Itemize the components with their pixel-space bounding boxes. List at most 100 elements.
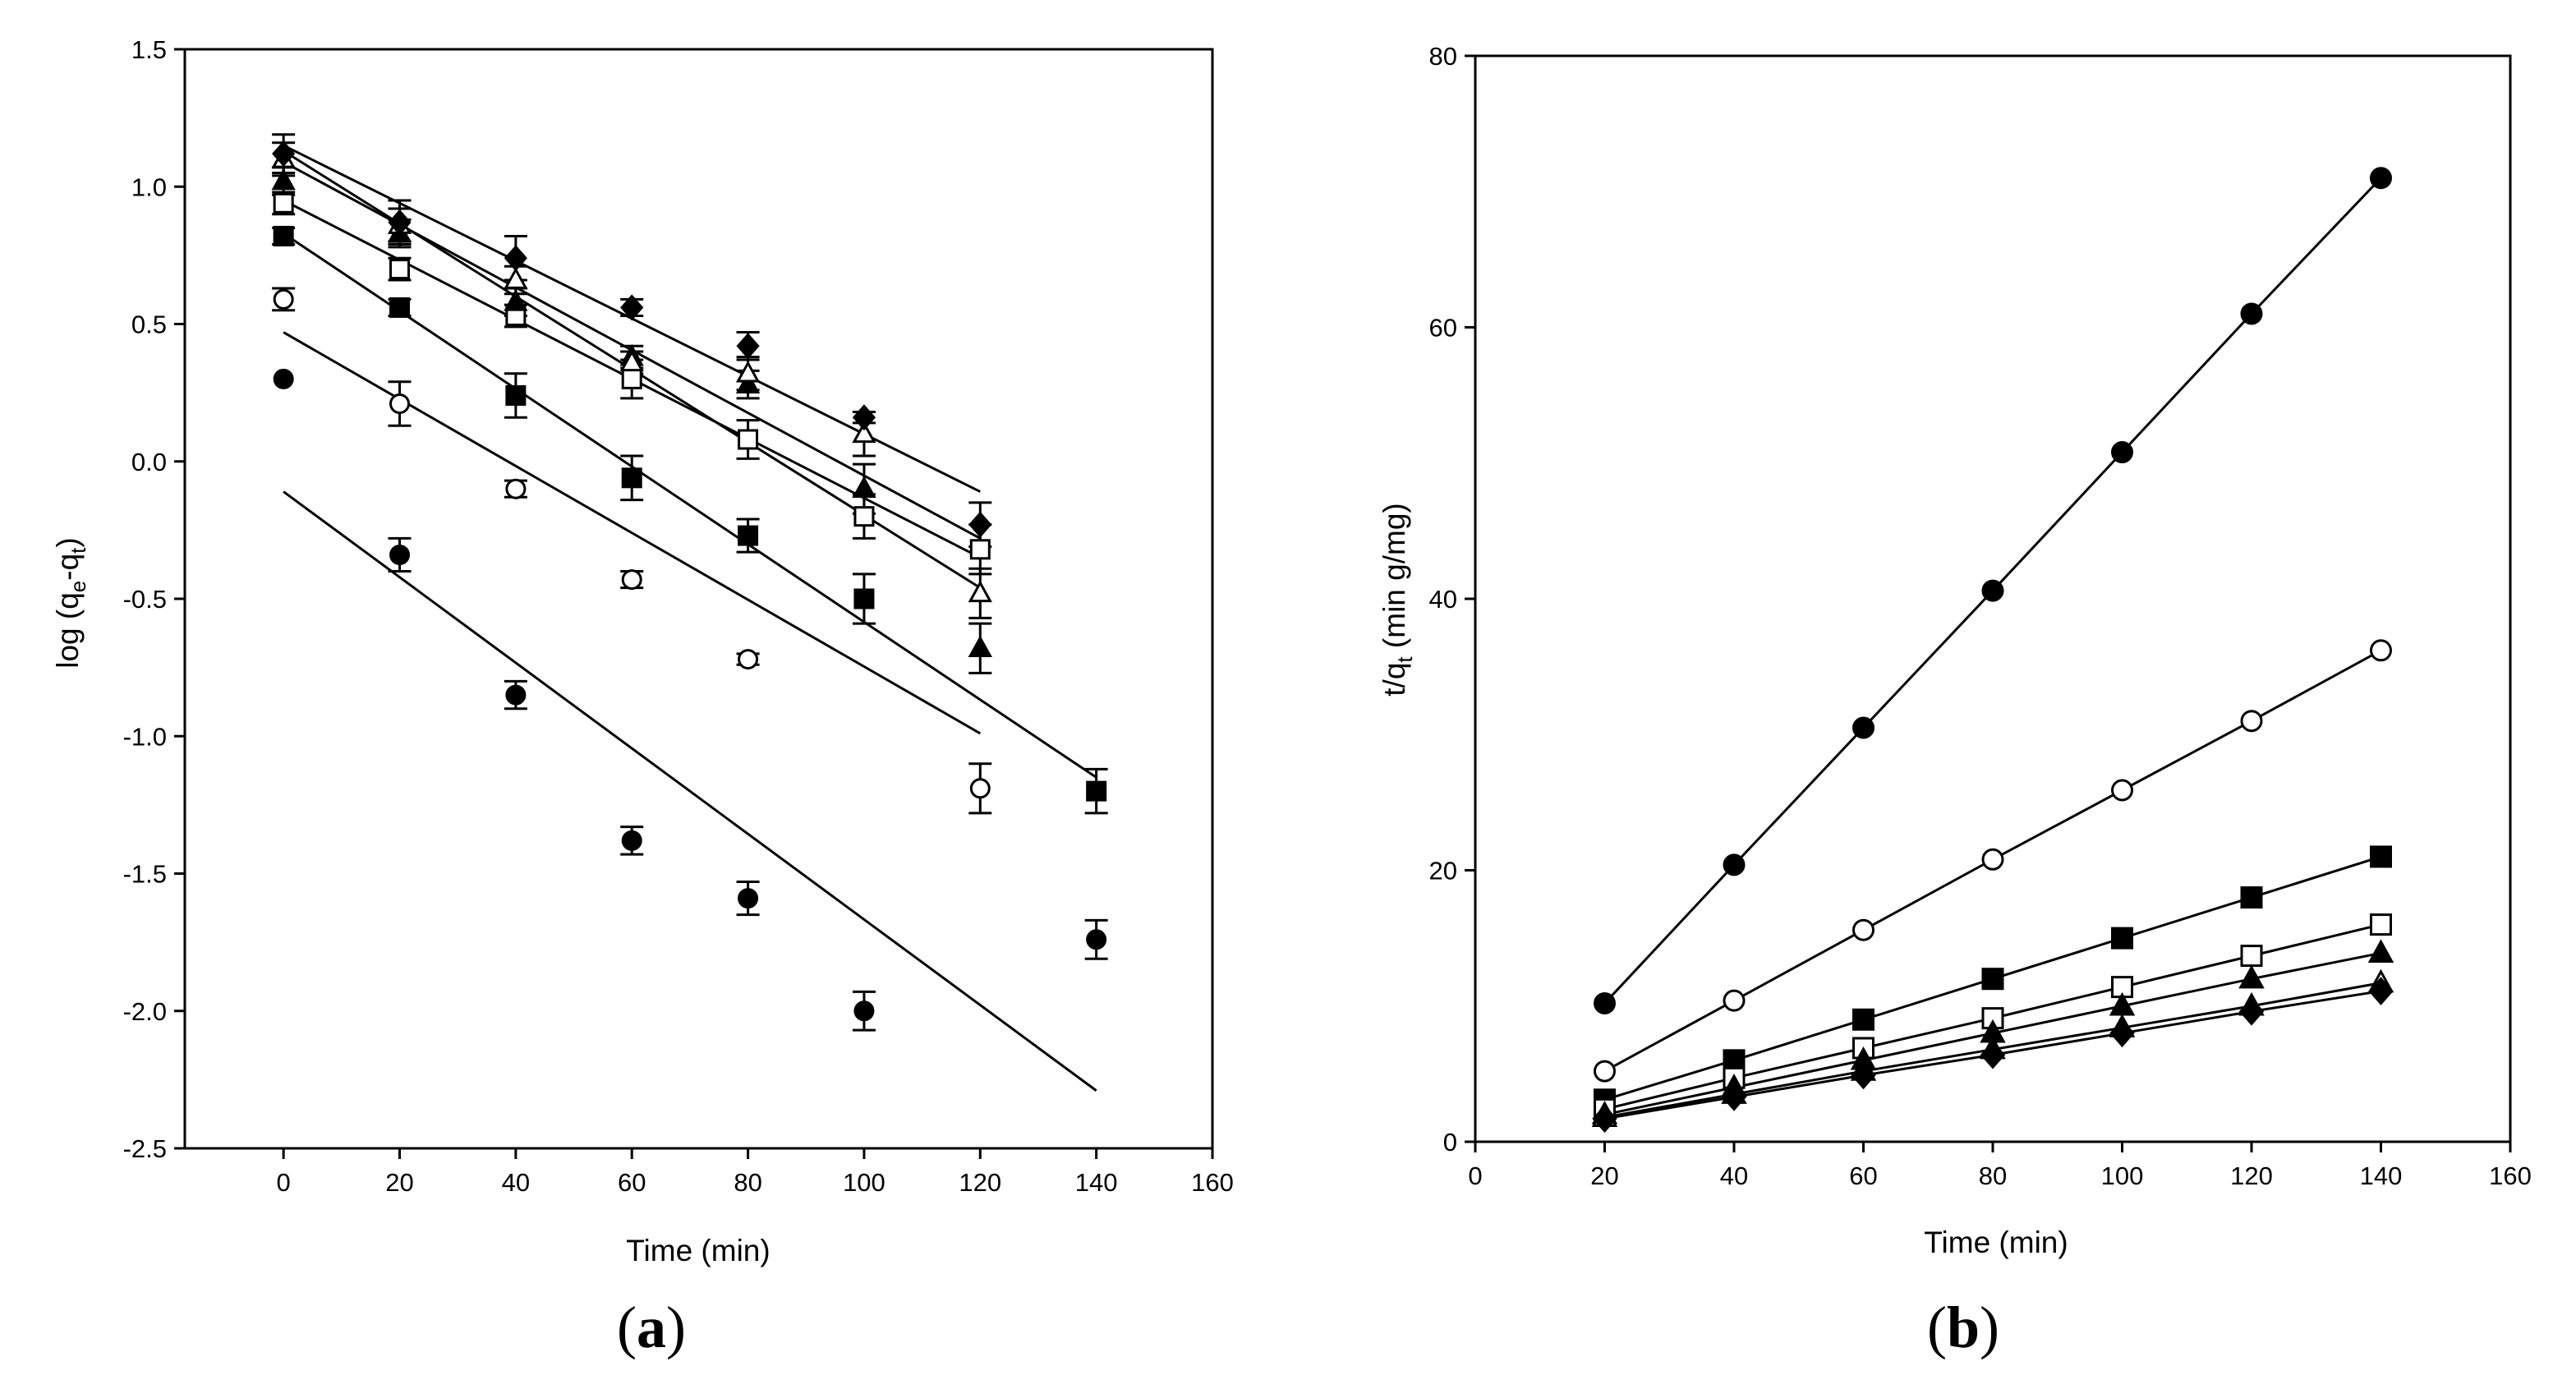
data-point-filled-circle	[1723, 853, 1746, 876]
data-point-filled-diamond	[2109, 1019, 2135, 1048]
data-point-filled-triangle	[271, 168, 296, 191]
y-tick-label: 1.5	[131, 35, 167, 64]
fit-line-filled-square	[283, 232, 1097, 779]
data-point-filled-circle	[1594, 991, 1616, 1014]
panel-a-y-axis-title: log (qe-qt)	[51, 537, 90, 669]
data-point-filled-square	[853, 588, 875, 609]
data-point-open-circle	[273, 288, 294, 310]
data-point-filled-square	[2111, 927, 2133, 950]
data-point-open-circle	[505, 478, 527, 499]
data-point-filled-diamond	[1592, 1104, 1617, 1134]
x-tick-label: 0	[1468, 1161, 1482, 1190]
data-point-filled-diamond	[968, 511, 992, 538]
data-point-open-triangle	[619, 349, 644, 372]
data-point-filled-circle	[1086, 929, 1107, 950]
data-point-open-square	[389, 259, 411, 280]
data-point-filled-diamond	[504, 245, 527, 272]
data-point-filled-square	[1981, 968, 2004, 991]
data-point-filled-diamond	[1721, 1083, 1747, 1111]
panel-a-chart: 0 20 40 60 80 100 120 140 160 -2.5 -2.0 -1.5 -1.0 -0.…	[51, 35, 1234, 1360]
data-point-open-triangle	[504, 267, 528, 289]
panel-a-axes: 0 20 40 60 80 100 120 140 160 -2.5 -2.0 -1.5 -1.0 -0.…	[123, 35, 1234, 1197]
data-point-filled-square	[1852, 1008, 1874, 1031]
data-point-open-triangle	[852, 421, 876, 444]
data-point-open-circle	[2111, 779, 2133, 802]
y-tick-label: 60	[1429, 314, 1457, 343]
data-point-filled-triangle	[2367, 939, 2394, 964]
data-point-filled-diamond	[620, 294, 644, 321]
data-point-open-circle	[1852, 918, 1874, 941]
data-point-filled-diamond	[1851, 1060, 1876, 1090]
data-point-filled-circle	[2111, 441, 2133, 464]
panel-b-y-axis-title: t/qt (min g/mg)	[1378, 503, 1417, 696]
data-point-open-circle	[738, 649, 759, 670]
y-tick-label: 80	[1429, 42, 1457, 71]
x-tick-label: 140	[1075, 1168, 1118, 1197]
data-point-open-square	[853, 506, 875, 527]
x-tick-label: 100	[843, 1168, 886, 1197]
y-tick-label: 20	[1429, 857, 1457, 885]
y-tick-label: 0	[1443, 1128, 1457, 1157]
data-point-filled-triangle	[504, 288, 528, 311]
data-point-filled-circle	[505, 684, 527, 706]
x-tick-label: 80	[734, 1168, 761, 1197]
data-point-open-circle	[969, 778, 991, 799]
data-point-filled-square	[505, 384, 527, 406]
data-point-filled-circle	[1981, 579, 2004, 602]
panel-a-label: (a)	[617, 1295, 686, 1360]
y-tick-label: 1.0	[131, 172, 167, 201]
data-point-filled-triangle	[735, 371, 761, 393]
data-point-open-circle	[2240, 710, 2263, 733]
data-point-open-triangle	[735, 360, 761, 383]
data-point-open-square	[621, 368, 642, 389]
x-tick-label: 40	[1720, 1161, 1748, 1190]
data-point-open-square	[273, 192, 294, 214]
data-point-open-triangle	[968, 580, 992, 603]
x-tick-label: 100	[2101, 1161, 2144, 1190]
data-point-filled-square	[389, 297, 411, 318]
data-point-open-circle	[389, 393, 411, 415]
data-point-filled-diamond	[272, 140, 296, 168]
x-tick-label: 20	[1590, 1161, 1618, 1190]
data-point-filled-square	[2370, 845, 2392, 868]
x-tick-label: 20	[385, 1168, 413, 1197]
data-point-open-circle	[1594, 1060, 1616, 1083]
x-tick-label: 80	[1979, 1161, 2007, 1190]
data-point-filled-circle	[2370, 167, 2392, 190]
panel-b-chart: 0 20 40 60 80 100 120 140 160 0 20 40 60 80 Time (min…	[1378, 42, 2532, 1360]
y-tick-label: 0.5	[131, 310, 167, 339]
y-tick-label: -0.5	[123, 585, 167, 614]
data-point-filled-circle	[1852, 716, 1874, 739]
panel-b-axes: 0 20 40 60 80 100 120 140 160 0 20 40 60 80	[1429, 42, 2532, 1190]
data-point-filled-square	[738, 525, 759, 546]
data-point-filled-triangle	[2238, 964, 2265, 989]
x-tick-label: 60	[618, 1168, 646, 1197]
x-tick-label: 160	[2489, 1161, 2532, 1190]
x-tick-label: 40	[502, 1168, 530, 1197]
x-tick-label: 0	[277, 1168, 291, 1197]
data-point-filled-circle	[273, 368, 294, 389]
data-point-filled-circle	[389, 544, 411, 565]
panel-b-label: (b)	[1927, 1295, 1999, 1360]
y-tick-label: -1.0	[123, 722, 167, 751]
x-tick-label: 120	[959, 1168, 1001, 1197]
y-tick-label: -2.0	[123, 997, 167, 1026]
data-point-open-square	[2370, 913, 2392, 936]
data-point-filled-circle	[738, 888, 759, 909]
data-point-open-square	[2240, 945, 2263, 968]
x-tick-label: 140	[2360, 1161, 2403, 1190]
data-point-filled-diamond	[2368, 977, 2394, 1005]
data-point-open-square	[738, 429, 759, 450]
x-tick-label: 60	[1849, 1161, 1877, 1190]
x-tick-label: 120	[2230, 1161, 2273, 1190]
data-point-open-circle	[2370, 639, 2392, 662]
panel-a-x-axis-title: Time (min)	[626, 1234, 770, 1267]
data-point-filled-triangle	[968, 635, 992, 658]
panel-b-markers	[1591, 167, 2394, 1134]
data-point-open-circle	[621, 569, 642, 591]
data-point-filled-circle	[853, 1000, 875, 1022]
data-point-filled-square	[2240, 886, 2263, 909]
data-point-filled-diamond	[2238, 997, 2265, 1026]
data-point-filled-square	[1086, 780, 1107, 802]
